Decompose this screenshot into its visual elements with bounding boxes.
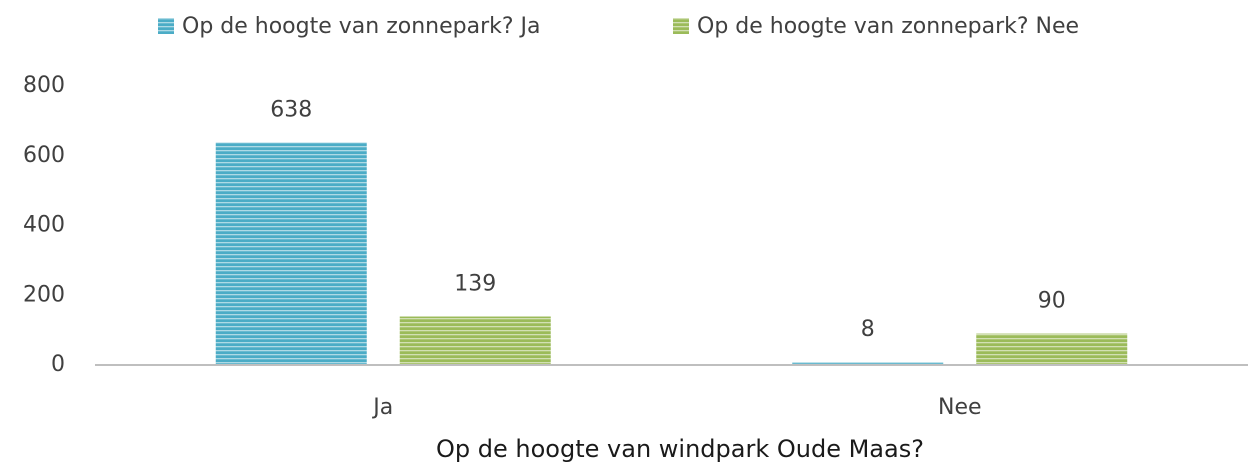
data-label: 139 [454,272,496,297]
data-label: 638 [270,97,312,122]
data-label: 8 [861,317,875,342]
legend-swatch [158,18,174,34]
legend-swatch [673,18,689,34]
legend-label: Op de hoogte van zonnepark? Ja [182,14,541,39]
data-label: 90 [1038,289,1066,314]
bar [399,316,551,365]
bar [215,142,367,365]
bar [976,333,1128,365]
y-tick-label: 0 [51,352,65,377]
y-tick-label: 800 [23,73,65,98]
x-tick-label: Nee [938,395,982,420]
legend-label: Op de hoogte van zonnepark? Nee [697,14,1079,39]
y-tick-label: 400 [23,213,65,238]
bar [792,362,944,365]
y-tick-label: 600 [23,143,65,168]
x-axis-title: Op de hoogte van windpark Oude Maas? [436,435,924,463]
y-tick-label: 200 [23,282,65,307]
x-tick-label: Ja [371,395,393,420]
